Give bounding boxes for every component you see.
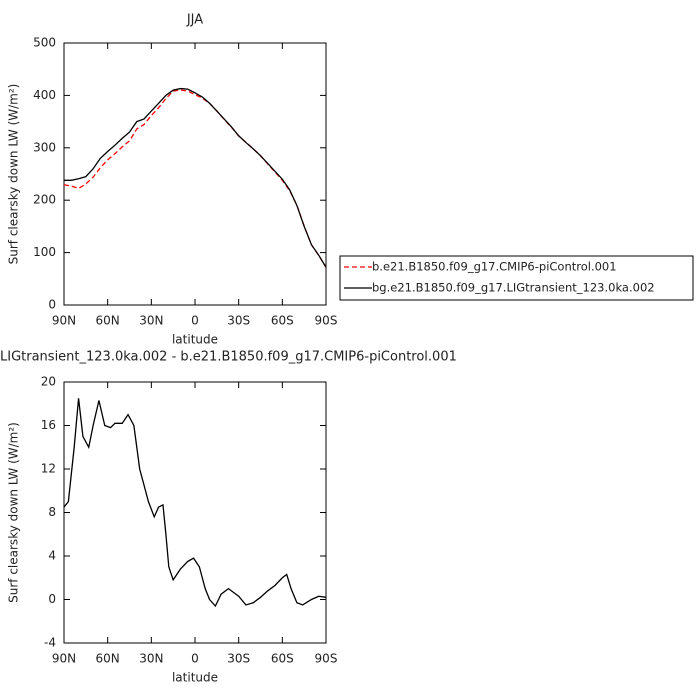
x-tick-label: 30S <box>227 652 250 666</box>
legend-label: bg.e21.B1850.f09_g17.LIGtransient_123.0k… <box>372 281 655 295</box>
x-axis-label: latitude <box>172 671 218 685</box>
plot-frame <box>63 42 327 306</box>
y-tick-label: 300 <box>33 140 56 154</box>
y-tick-label: 400 <box>33 88 56 102</box>
x-tick-label: 90N <box>52 652 76 666</box>
chart-title: LIGtransient_123.0ka.002 - b.e21.B1850.f… <box>0 350 457 365</box>
y-tick-label: 500 <box>33 36 56 50</box>
y-axis-label: Surf clearsky down LW (W/m²) <box>7 84 21 265</box>
x-tick-label: 60N <box>96 314 120 328</box>
x-tick-label: 90N <box>52 314 76 328</box>
y-tick-label: 0 <box>48 298 56 312</box>
x-tick-label: 90S <box>315 652 338 666</box>
legend-box <box>339 255 694 301</box>
y-tick-label: 20 <box>41 375 56 389</box>
x-tick-label: 30N <box>139 314 163 328</box>
legend-label: b.e21.B1850.f09_g17.CMIP6-piControl.001 <box>372 260 617 274</box>
y-tick-label: 100 <box>33 245 56 259</box>
x-tick-label: 0 <box>191 314 199 328</box>
x-tick-label: 60N <box>96 652 120 666</box>
x-tick-label: 30S <box>227 314 250 328</box>
chart-title: JJA <box>186 13 203 28</box>
line-series <box>64 87 327 268</box>
line-series <box>63 89 327 268</box>
y-tick-label: 12 <box>41 462 56 476</box>
x-tick-label: 0 <box>191 652 199 666</box>
x-axis-label: latitude <box>172 333 218 347</box>
y-tick-label: 4 <box>48 549 56 563</box>
y-tick-label: 8 <box>48 505 56 519</box>
y-axis-label: Surf clearsky down LW (W/m²) <box>7 422 21 603</box>
y-tick-label: 200 <box>33 193 56 207</box>
x-tick-label: 60S <box>271 652 294 666</box>
y-tick-label: 0 <box>48 592 56 606</box>
x-tick-label: 30N <box>139 652 163 666</box>
y-tick-label: 16 <box>41 418 56 432</box>
y-tick-label: -4 <box>44 636 56 650</box>
x-tick-label: 60S <box>271 314 294 328</box>
x-tick-label: 90S <box>315 314 338 328</box>
line-series <box>63 398 327 608</box>
